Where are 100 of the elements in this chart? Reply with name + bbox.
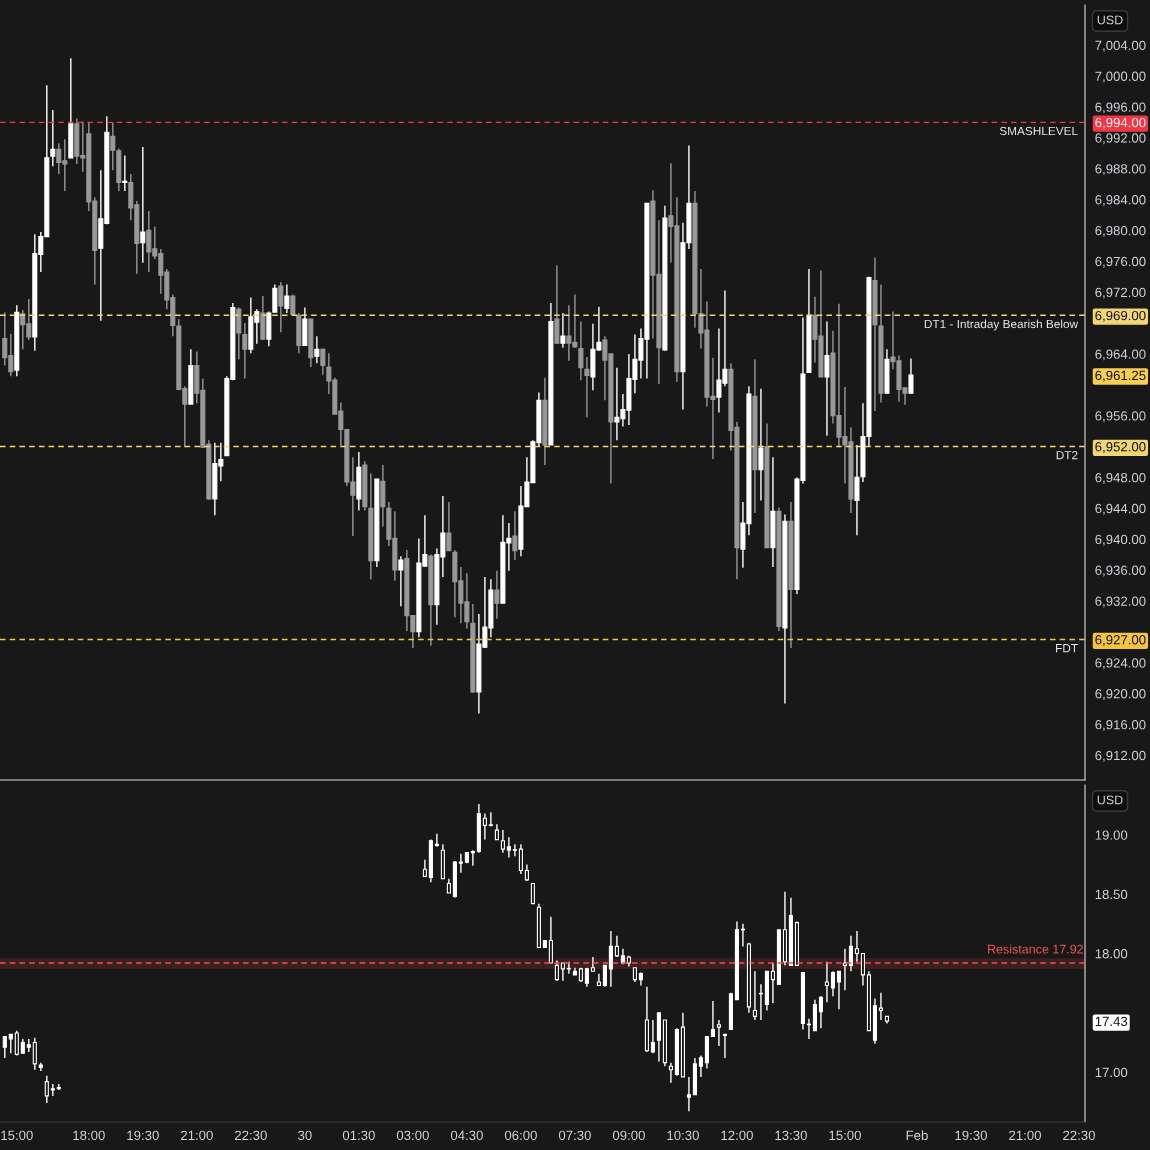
x-tick-label: 04:30 xyxy=(450,1130,483,1141)
candlestick xyxy=(284,283,290,314)
candlestick xyxy=(560,312,566,349)
candlestick xyxy=(908,357,914,394)
ref-line-label: DT2 xyxy=(1056,451,1078,460)
y-tick-label: 6,984.00 xyxy=(1095,195,1146,206)
x-tick-label: 21:00 xyxy=(1009,1130,1041,1141)
x-tick-label: 21:00 xyxy=(180,1130,213,1141)
x-tick-label: 10:30 xyxy=(667,1130,699,1141)
y-tick-label: 6,940.00 xyxy=(1095,534,1146,546)
ref-line-label: FDT xyxy=(1056,644,1078,653)
y-tick-label: 6,944.00 xyxy=(1095,503,1146,515)
y-tick-label: 6,956.00 xyxy=(1095,411,1146,423)
candlestick xyxy=(488,811,493,828)
x-tick-label: 13:30 xyxy=(775,1130,807,1141)
candlestick xyxy=(458,853,463,874)
x-tick-label: 07:30 xyxy=(558,1130,591,1141)
candlestick xyxy=(140,146,146,264)
candlestick xyxy=(32,1037,37,1071)
candlestick xyxy=(770,962,775,1005)
y-tick-label: 6,969.00 xyxy=(1095,310,1146,322)
text: USD xyxy=(1097,795,1123,805)
candlestick xyxy=(842,948,848,991)
y-tick-label: 6,924.00 xyxy=(1095,658,1146,670)
y-tick-label: 17.00 xyxy=(1095,1067,1128,1078)
candlestick xyxy=(242,322,248,380)
y-tick-label: 6,988.00 xyxy=(1095,164,1146,176)
ref-line-label: SMASHLEVEL xyxy=(999,126,1078,136)
candlestick xyxy=(320,347,326,376)
y-tick-label: 6,936.00 xyxy=(1095,565,1146,577)
x-tick-label: 15:00 xyxy=(1,1130,33,1141)
candlestick xyxy=(602,964,607,988)
candlestick xyxy=(824,961,830,1003)
candlestick xyxy=(752,970,757,1021)
candlestick xyxy=(584,356,590,418)
text: USD xyxy=(1097,15,1123,25)
x-tick-label: 01:30 xyxy=(342,1130,375,1141)
x-tick-label: 09:00 xyxy=(612,1130,645,1141)
candlestick xyxy=(14,1029,19,1057)
x-tick-label: 19:30 xyxy=(127,1130,159,1141)
y-tick-label: 6,961.25 xyxy=(1095,370,1146,382)
candlestick xyxy=(710,1000,715,1038)
candlestick xyxy=(698,1054,703,1078)
candlestick xyxy=(608,930,613,988)
y-tick-label: 6,932.00 xyxy=(1095,596,1146,608)
candlestick xyxy=(512,843,517,857)
candlestick xyxy=(506,836,511,859)
y-tick-label: 17.43 xyxy=(1095,1016,1128,1027)
y-tick-label: 6,916.00 xyxy=(1095,719,1146,731)
candlestick xyxy=(518,843,523,875)
y-tick-label: 18.00 xyxy=(1095,949,1128,959)
y-tick-label: 6,920.00 xyxy=(1095,689,1146,701)
candlestick xyxy=(2,1035,7,1059)
y-tick-label: 18.50 xyxy=(1095,889,1128,900)
x-tick-label: 22:30 xyxy=(235,1130,267,1141)
candlestick xyxy=(554,959,559,982)
candlestick xyxy=(398,555,404,608)
candlestick xyxy=(848,935,854,972)
x-tick-label: 30 xyxy=(298,1130,312,1141)
ref-line-label: DT1 - Intraday Bearish Below xyxy=(924,319,1079,331)
candlestick xyxy=(578,320,584,381)
candlestick xyxy=(860,952,866,987)
candlestick xyxy=(50,1083,55,1097)
candlestick xyxy=(482,812,487,841)
x-tick-label: 12:00 xyxy=(721,1130,753,1141)
candlestick xyxy=(314,335,320,364)
y-tick-label: 19.00 xyxy=(1095,830,1128,840)
candlestick xyxy=(122,154,128,192)
candlestick xyxy=(854,444,860,536)
candlestick xyxy=(824,320,830,437)
y-tick-label: 6,952.00 xyxy=(1095,442,1146,453)
candlestick xyxy=(8,1033,13,1054)
x-tick-label: 19:30 xyxy=(955,1130,987,1141)
candlestick xyxy=(530,882,535,905)
candlestick xyxy=(494,570,500,620)
candlestick xyxy=(818,995,824,1029)
candlestick xyxy=(650,1019,655,1054)
candlestick xyxy=(512,510,518,561)
x-tick-label: 15:00 xyxy=(829,1130,861,1141)
candlestick xyxy=(236,306,242,361)
y-tick-label: 6,992.00 xyxy=(1095,133,1146,145)
y-tick-label: 6,994.00 xyxy=(1095,117,1146,129)
candlestick xyxy=(500,829,505,854)
y-tick-label: 6,964.00 xyxy=(1095,349,1146,361)
candlestick xyxy=(854,930,860,963)
x-tick-label: Feb xyxy=(906,1130,928,1141)
y-tick-label: 6,996.00 xyxy=(1095,102,1146,114)
y-tick-label: 6,948.00 xyxy=(1095,472,1146,484)
candlestick xyxy=(566,961,571,975)
y-tick-label: 7,000.00 xyxy=(1095,71,1146,83)
x-tick-label: 22:30 xyxy=(1063,1130,1095,1141)
candlestick xyxy=(722,1033,727,1059)
candlestick xyxy=(44,1075,49,1104)
y-tick-label: 6,912.00 xyxy=(1095,750,1146,762)
y-tick-label: 6,972.00 xyxy=(1095,287,1146,299)
y-tick-label: 6,976.00 xyxy=(1095,256,1146,268)
x-tick-label: 06:00 xyxy=(504,1130,537,1141)
candlestick xyxy=(590,956,595,972)
candlestick xyxy=(50,109,56,168)
candlestick xyxy=(686,1076,691,1113)
